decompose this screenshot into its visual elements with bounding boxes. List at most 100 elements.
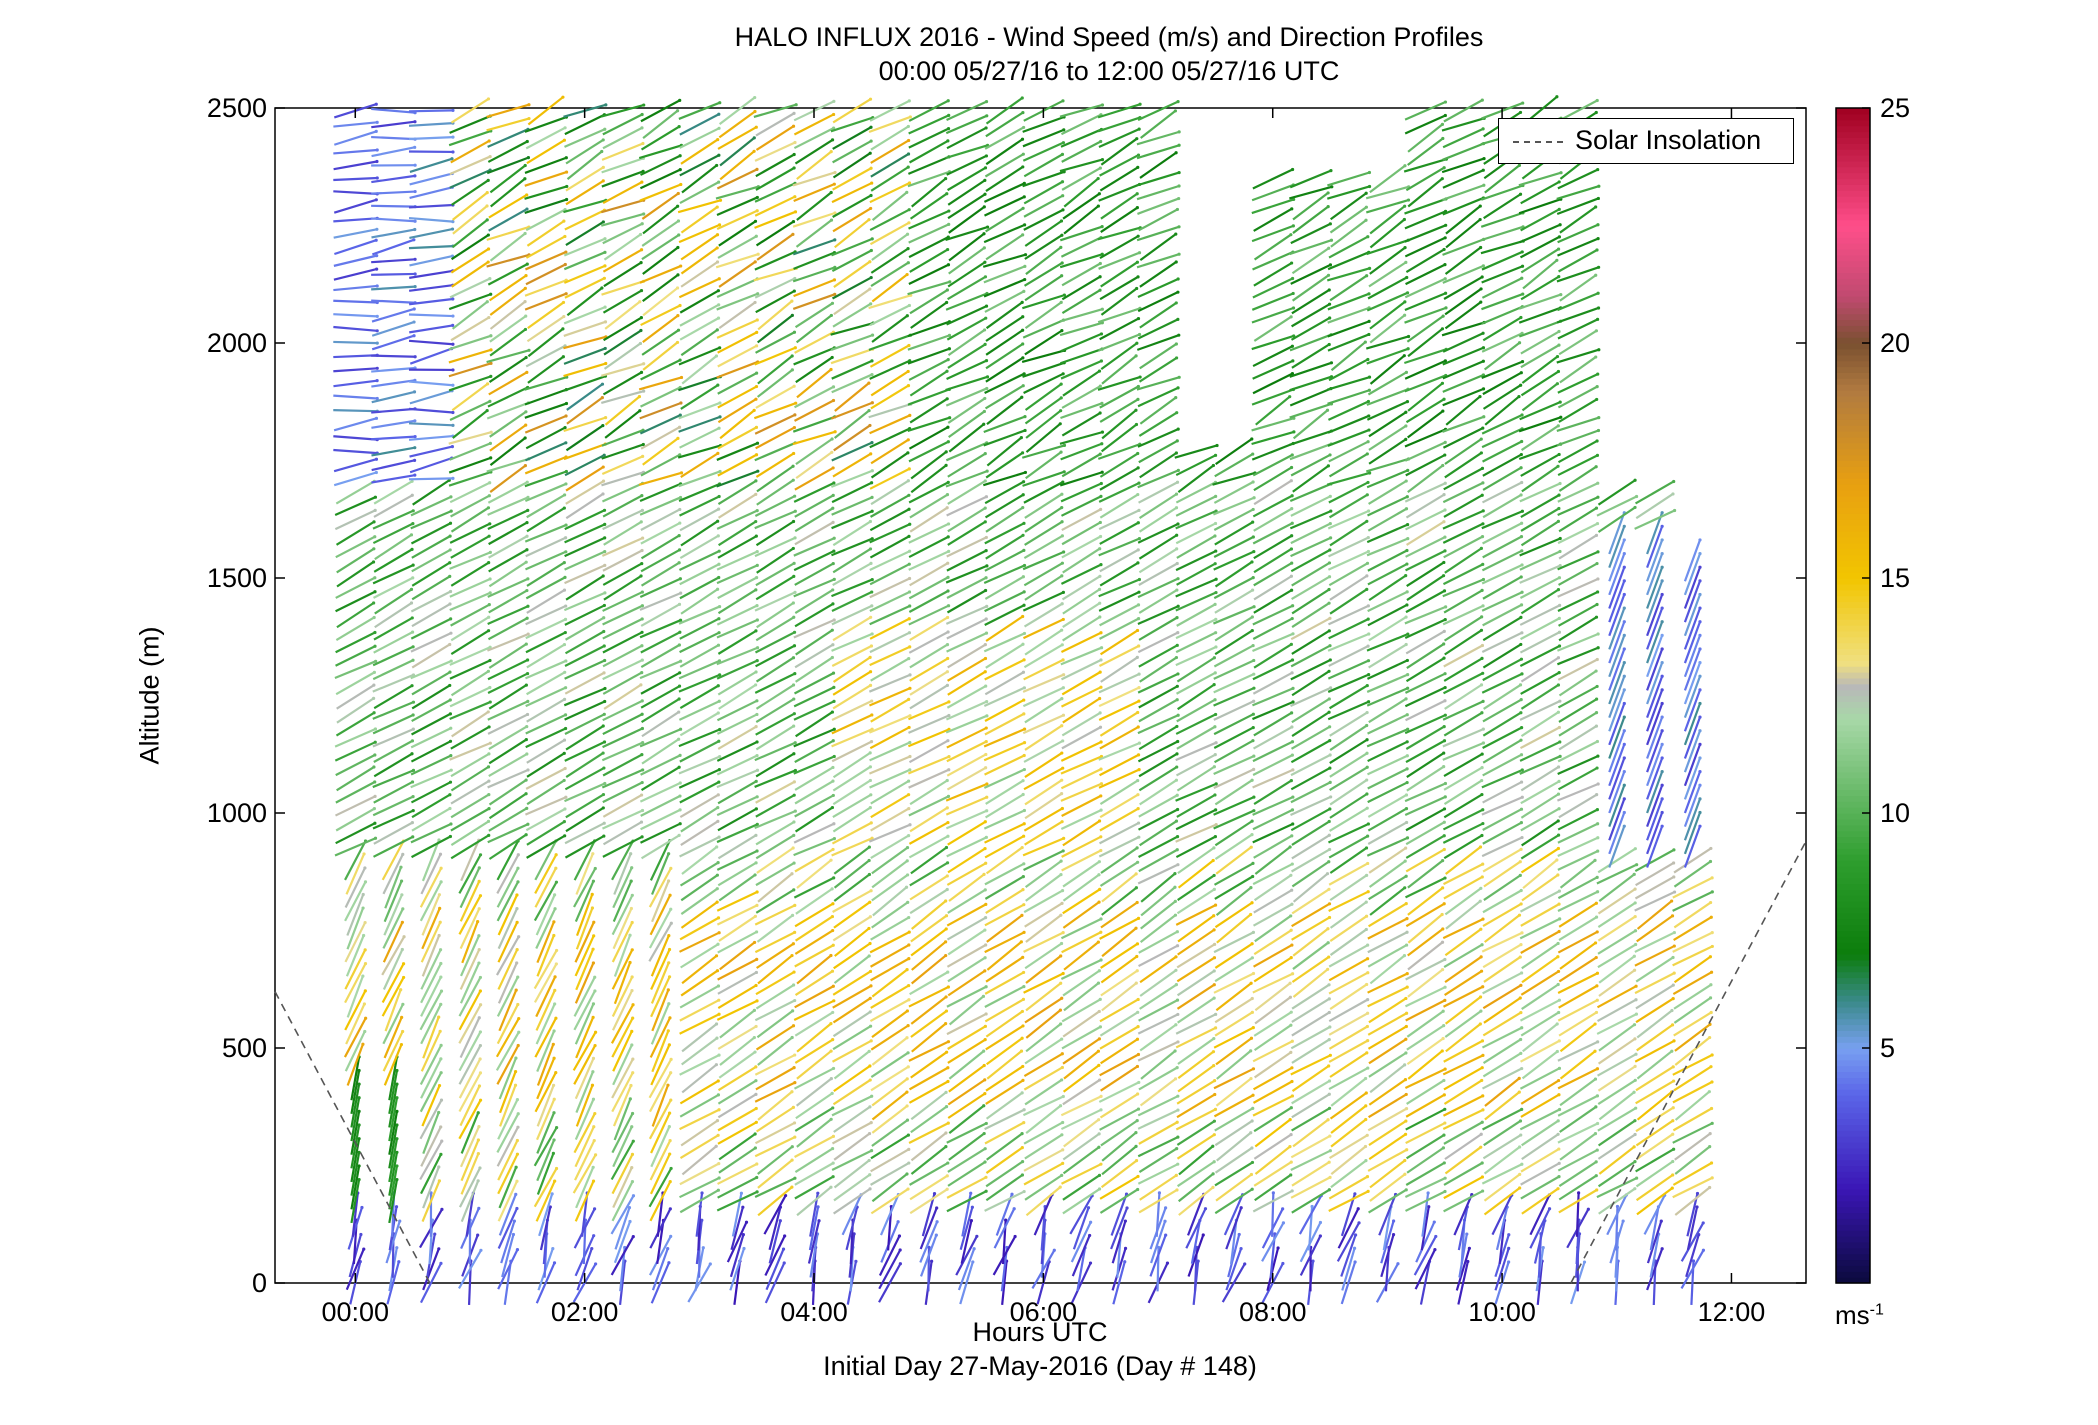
wind-barb-head — [525, 671, 530, 676]
wind-barb — [984, 290, 1025, 313]
wind-barb — [1025, 1104, 1062, 1135]
wind-barb — [1214, 901, 1253, 929]
wind-barb-head — [439, 975, 443, 979]
wind-barb — [832, 547, 872, 574]
wind-barb-head — [1211, 858, 1215, 863]
wind-barb-head — [981, 994, 986, 998]
wind-barb — [1176, 1079, 1216, 1105]
wind-barb — [388, 1165, 399, 1210]
wind-barb — [535, 1262, 556, 1304]
wind-barb — [947, 657, 987, 682]
wind-barb — [1290, 781, 1331, 804]
wind-barb — [489, 464, 527, 493]
wind-barb-head — [564, 469, 568, 474]
wind-barb — [1138, 481, 1179, 504]
wind-barb — [911, 940, 947, 971]
wind-barb — [1060, 495, 1102, 517]
wind-barb — [1059, 103, 1103, 118]
wind-barb — [983, 768, 1025, 789]
wind-barb — [831, 645, 872, 668]
wind-barb — [601, 362, 644, 377]
wind-barb-head — [357, 1137, 361, 1141]
wind-barb-head — [1249, 886, 1253, 890]
wind-barb-head — [1060, 996, 1064, 1000]
wind-barb-head — [1059, 913, 1063, 917]
wind-barb — [1252, 687, 1294, 707]
wind-barb-head — [868, 806, 872, 810]
wind-barb — [911, 177, 947, 208]
wind-barb — [611, 1058, 634, 1099]
wind-barb — [1290, 453, 1331, 477]
wind-barb — [1368, 411, 1407, 438]
wind-barb — [1368, 1093, 1407, 1119]
wind-barb — [907, 416, 950, 432]
wind-barb-head — [755, 318, 759, 322]
wind-barb — [1099, 154, 1140, 177]
wind-barb-head — [1290, 371, 1295, 376]
wind-barb-head — [563, 575, 567, 579]
wind-barb-head — [1327, 629, 1331, 633]
wind-barb-head — [793, 346, 797, 350]
wind-barb — [1444, 928, 1482, 957]
wind-barb-head — [754, 1079, 758, 1083]
wind-barb — [1062, 860, 1100, 888]
wind-barb-head — [1137, 741, 1142, 745]
wind-barb-head — [790, 354, 794, 358]
wind-barb — [907, 728, 950, 748]
wind-barb — [1213, 605, 1255, 625]
wind-barb — [564, 604, 605, 626]
wind-barb — [984, 195, 1025, 217]
wind-barb-head — [1250, 942, 1254, 946]
wind-barb — [680, 969, 719, 997]
wind-barb-head — [793, 809, 797, 813]
wind-barb — [908, 99, 949, 122]
wind-barb-head — [790, 1185, 794, 1189]
wind-barb — [768, 1206, 782, 1251]
wind-barb — [611, 990, 633, 1031]
wind-barb — [1099, 822, 1140, 845]
wind-barb — [1340, 1193, 1356, 1237]
wind-barb-head — [1251, 1093, 1255, 1097]
wind-barb — [870, 957, 910, 982]
wind-barb — [1025, 246, 1062, 276]
wind-barb-head — [1098, 696, 1102, 701]
wind-barb — [1214, 833, 1253, 861]
wind-barb — [1100, 342, 1138, 371]
wind-barb — [602, 821, 643, 846]
wind-barb — [563, 347, 606, 365]
wind-barb-head — [1443, 440, 1447, 444]
wind-barb-head — [1060, 751, 1064, 755]
wind-barb — [1328, 235, 1369, 259]
wind-barb-head — [1442, 397, 1446, 401]
wind-barb — [1405, 398, 1445, 424]
wind-barb — [1291, 1107, 1331, 1132]
wind-barb — [1097, 103, 1141, 119]
wind-barb-head — [1251, 535, 1255, 539]
wind-barb-head — [907, 617, 911, 621]
wind-barb — [648, 1235, 672, 1276]
wind-barb-head — [439, 880, 443, 884]
wind-barb — [716, 699, 758, 722]
wind-barb — [792, 415, 836, 433]
wind-barb — [830, 116, 874, 133]
wind-barb — [1290, 848, 1331, 873]
wind-barb — [755, 167, 795, 191]
wind-barb-head — [905, 1009, 909, 1013]
wind-barb-head — [1100, 103, 1105, 107]
wind-barb — [908, 739, 949, 764]
wind-barb — [832, 751, 871, 779]
wind-barb-head — [983, 1092, 987, 1096]
wind-barb — [983, 741, 1025, 762]
wind-barb-head — [907, 1161, 911, 1165]
wind-barb-head — [1059, 382, 1063, 386]
wind-barb — [1289, 169, 1332, 189]
wind-barb-head — [783, 1193, 788, 1198]
wind-barb-head — [602, 821, 606, 825]
wind-barb — [679, 861, 719, 887]
wind-barb-head — [676, 204, 680, 208]
wind-barb-head — [554, 1126, 559, 1130]
wind-barb — [1022, 141, 1064, 162]
wind-barb — [986, 1050, 1023, 1080]
wind-barb-head — [1060, 1037, 1064, 1041]
wind-barb — [717, 629, 757, 655]
